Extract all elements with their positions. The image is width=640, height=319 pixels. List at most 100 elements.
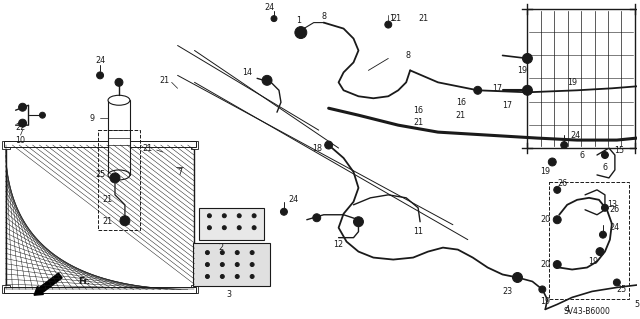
Text: 19: 19: [540, 297, 550, 306]
Text: 19: 19: [588, 257, 598, 266]
Text: 21: 21: [413, 118, 423, 127]
Text: 17: 17: [493, 84, 502, 93]
Text: 17: 17: [502, 101, 513, 110]
Text: 26: 26: [557, 179, 567, 189]
Text: 24: 24: [570, 130, 580, 140]
Text: 21: 21: [418, 14, 428, 23]
Circle shape: [602, 204, 609, 211]
Circle shape: [558, 86, 566, 94]
Text: 20: 20: [540, 260, 550, 269]
Text: 22: 22: [15, 122, 26, 132]
Text: 10: 10: [15, 136, 26, 145]
Text: 25: 25: [617, 285, 627, 294]
Circle shape: [522, 54, 532, 63]
Text: 19: 19: [517, 66, 527, 75]
Text: 21: 21: [143, 144, 153, 152]
Circle shape: [553, 216, 561, 224]
Circle shape: [115, 78, 123, 86]
Circle shape: [220, 263, 224, 267]
Circle shape: [539, 286, 546, 293]
FancyArrow shape: [34, 273, 62, 295]
Text: 24: 24: [264, 3, 274, 12]
Text: 6: 6: [580, 151, 584, 160]
Text: 21: 21: [391, 14, 401, 23]
Text: 24: 24: [610, 223, 620, 232]
Circle shape: [205, 251, 209, 255]
Circle shape: [271, 16, 277, 22]
Text: Fr.: Fr.: [78, 277, 90, 286]
Text: 9: 9: [90, 114, 95, 123]
Text: 20: 20: [540, 215, 550, 224]
Circle shape: [353, 217, 364, 227]
Text: 18: 18: [312, 144, 322, 152]
Text: 21: 21: [102, 217, 112, 226]
Text: 13: 13: [607, 200, 617, 209]
Circle shape: [220, 274, 224, 278]
Circle shape: [295, 26, 307, 39]
Circle shape: [262, 75, 272, 85]
Text: 24: 24: [95, 56, 105, 65]
Circle shape: [236, 274, 239, 278]
Ellipse shape: [108, 170, 130, 180]
Bar: [108, 100, 130, 175]
Text: 23: 23: [502, 287, 513, 296]
Text: 21: 21: [102, 195, 112, 204]
Circle shape: [120, 216, 130, 226]
Circle shape: [110, 173, 120, 183]
Circle shape: [474, 86, 482, 94]
Text: 24: 24: [289, 195, 299, 204]
Bar: [200, 208, 264, 240]
Circle shape: [561, 142, 568, 149]
Text: 4: 4: [564, 305, 570, 314]
Text: 19: 19: [540, 167, 550, 176]
Circle shape: [280, 208, 287, 215]
Text: 1: 1: [296, 16, 301, 25]
Bar: [4, 141, 196, 147]
Text: 15: 15: [614, 145, 624, 154]
Circle shape: [554, 186, 561, 193]
Circle shape: [250, 263, 254, 267]
Text: 8: 8: [321, 12, 326, 21]
Bar: [193, 243, 270, 286]
Bar: [527, 9, 635, 148]
Bar: [549, 182, 628, 300]
Circle shape: [207, 214, 211, 218]
Text: 6: 6: [602, 163, 607, 173]
Bar: [6, 145, 195, 289]
Bar: [2, 286, 10, 293]
Circle shape: [513, 272, 522, 282]
Circle shape: [222, 214, 227, 218]
Circle shape: [40, 112, 45, 118]
Circle shape: [596, 248, 604, 256]
Circle shape: [19, 103, 26, 111]
Circle shape: [236, 263, 239, 267]
Text: 7: 7: [177, 168, 182, 177]
Bar: [191, 141, 198, 149]
Bar: [4, 287, 196, 293]
Circle shape: [250, 274, 254, 278]
Circle shape: [324, 141, 333, 149]
Text: —: —: [175, 163, 184, 173]
Circle shape: [602, 152, 609, 159]
Text: 26: 26: [610, 205, 620, 214]
Text: 25: 25: [95, 170, 105, 179]
Text: 21: 21: [159, 76, 170, 85]
Circle shape: [252, 226, 256, 230]
Text: 16: 16: [413, 106, 423, 115]
Circle shape: [222, 226, 227, 230]
Circle shape: [522, 85, 532, 95]
Circle shape: [236, 251, 239, 255]
Text: 8: 8: [406, 51, 411, 60]
Text: 16: 16: [456, 98, 466, 107]
Text: 5: 5: [634, 300, 639, 309]
Circle shape: [220, 251, 224, 255]
Text: 11: 11: [413, 227, 423, 236]
Text: 14: 14: [242, 68, 252, 77]
Text: 2: 2: [219, 243, 224, 252]
Circle shape: [313, 214, 321, 222]
Circle shape: [613, 279, 620, 286]
Text: SV43-B6000: SV43-B6000: [564, 307, 611, 316]
Circle shape: [237, 226, 241, 230]
Circle shape: [97, 72, 104, 79]
Circle shape: [237, 214, 241, 218]
